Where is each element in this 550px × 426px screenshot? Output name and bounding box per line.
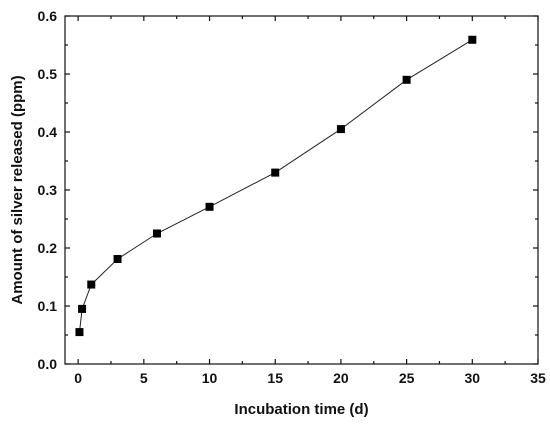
data-point	[152, 229, 161, 238]
x-tick-label: 5	[140, 370, 148, 386]
y-tick-label: 0.4	[38, 124, 58, 140]
data-point	[113, 255, 122, 264]
data-point	[402, 75, 411, 84]
y-tick-label: 0.1	[38, 298, 58, 314]
data-point	[205, 202, 214, 211]
axes	[64, 15, 539, 365]
series-line	[79, 39, 473, 333]
x-axis-ticks: 0 5 10 15 20 25 30 35	[74, 16, 546, 386]
y-tick-label: 0.6	[38, 8, 58, 24]
y-axis-label: Amount of silver released (ppm)	[9, 75, 26, 304]
x-tick-label: 15	[267, 370, 283, 386]
x-tick-label: 35	[530, 370, 546, 386]
data-point	[78, 304, 87, 313]
x-tick-label: 0	[74, 370, 82, 386]
data-point	[271, 168, 280, 177]
x-tick-label: 20	[333, 370, 349, 386]
data-series	[75, 35, 477, 337]
data-point	[468, 35, 477, 44]
x-axis-label: Incubation time (d)	[234, 401, 368, 418]
y-tick-label: 0.2	[38, 240, 58, 256]
y-tick-label: 0.0	[38, 356, 58, 372]
x-tick-label: 30	[465, 370, 481, 386]
y-tick-label: 0.3	[38, 182, 58, 198]
plot-frame	[64, 15, 539, 365]
x-tick-label: 10	[202, 370, 218, 386]
y-tick-label: 0.5	[38, 66, 58, 82]
data-point	[336, 125, 345, 134]
data-point	[75, 328, 84, 337]
y-axis-ticks: 0.0 0.1 0.2 0.3 0.4 0.5 0.6	[38, 8, 538, 372]
data-point	[87, 280, 96, 289]
x-tick-label: 25	[399, 370, 415, 386]
